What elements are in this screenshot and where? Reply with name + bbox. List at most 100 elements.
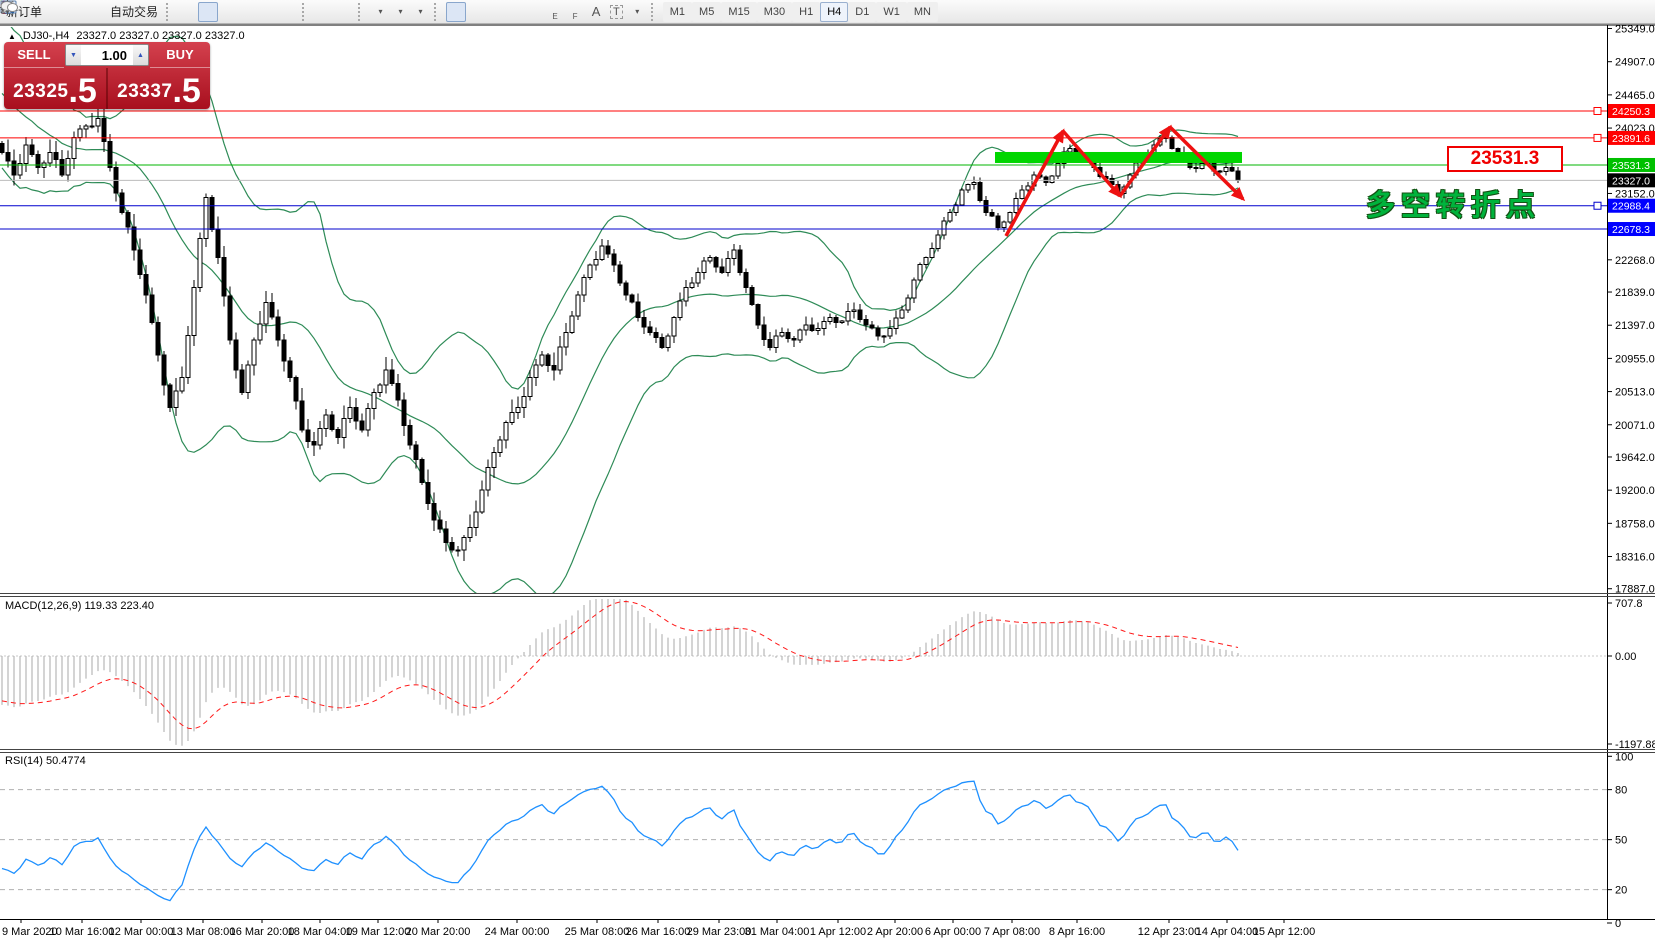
candle-body xyxy=(347,407,353,419)
chart-shift-button[interactable] xyxy=(0,1,354,22)
tab-timeframe-d1[interactable]: D1 xyxy=(848,1,877,22)
candle-body xyxy=(635,301,641,318)
trade-panel-top-row: SELL ▼ 1.00 ▲ BUY xyxy=(4,42,210,68)
candle-body xyxy=(1001,221,1007,228)
candle-body xyxy=(671,316,677,337)
tab-timeframe-h4[interactable]: H4 xyxy=(820,1,849,22)
hline-handle[interactable] xyxy=(1593,107,1602,115)
trend-arrow[interactable] xyxy=(1118,124,1172,198)
price-label-text: 24250.3 xyxy=(1612,106,1650,118)
metaeditor-icon[interactable] xyxy=(0,2,66,22)
buy-button[interactable]: BUY xyxy=(150,42,210,68)
templates-button[interactable]: ▾ xyxy=(0,0,430,22)
candle-body xyxy=(617,264,623,284)
tab-timeframe-m5[interactable]: M5 xyxy=(692,1,722,22)
price-level-annotation[interactable]: 23531.3 xyxy=(1447,146,1563,172)
trend-arrow[interactable] xyxy=(1168,125,1246,202)
terminal-icon[interactable] xyxy=(1,0,86,22)
candle-body xyxy=(869,324,875,329)
candle-body xyxy=(137,249,143,276)
text-tool-button[interactable]: A xyxy=(586,2,606,22)
candle-body xyxy=(677,300,683,318)
price-label-box xyxy=(1608,104,1655,118)
time-axis-label: 6 Apr 00:00 xyxy=(925,926,981,938)
buy-price-button[interactable]: 23337 .5 xyxy=(108,68,210,109)
price-label-text: 22988.4 xyxy=(1612,201,1650,213)
chat-button[interactable] xyxy=(0,1,1647,22)
candle-body xyxy=(323,414,329,430)
trend-arrow[interactable] xyxy=(1061,129,1122,199)
search-button[interactable] xyxy=(1,0,1627,22)
candle-body xyxy=(503,422,509,441)
sell-price-button[interactable]: 23325 .5 xyxy=(4,68,106,109)
candle-body xyxy=(0,142,5,153)
trendline-tool-button[interactable] xyxy=(0,0,546,22)
zoom-out-button[interactable] xyxy=(1,1,278,22)
trade-panel-divider xyxy=(106,68,108,109)
candle-body xyxy=(521,395,527,409)
candle-body xyxy=(1229,166,1235,172)
volume-input[interactable]: 1.00 xyxy=(81,45,133,65)
candle-body xyxy=(659,336,665,349)
candle-body xyxy=(167,384,173,409)
sell-button[interactable]: SELL xyxy=(4,42,64,68)
tab-timeframe-mn[interactable]: MN xyxy=(906,1,938,22)
tab-timeframe-w1[interactable]: W1 xyxy=(876,1,907,22)
tab-timeframe-m30[interactable]: M30 xyxy=(756,1,793,22)
zoom-in-button[interactable] xyxy=(1,1,258,22)
hline-handle[interactable] xyxy=(1593,201,1602,210)
arrows-tool-button[interactable]: ▾ xyxy=(0,0,647,22)
text-label-tool-button[interactable]: T xyxy=(606,2,627,22)
bar-chart-button[interactable] xyxy=(1,1,198,22)
candle-body xyxy=(143,274,149,296)
price-tick-label: 21397.0 xyxy=(1615,320,1655,332)
candle-body xyxy=(785,331,791,339)
candle-body xyxy=(83,125,89,130)
signals-icon[interactable] xyxy=(1,0,106,22)
highlight-band[interactable] xyxy=(995,151,1242,163)
autotrading-button[interactable]: 自动交易 xyxy=(0,0,162,22)
candle-body xyxy=(353,407,359,422)
price-tick-label: 24907.0 xyxy=(1615,57,1655,69)
cursor-tool-button[interactable] xyxy=(2,1,467,22)
tab-timeframe-h1[interactable]: H1 xyxy=(792,1,821,22)
candle-body xyxy=(1043,176,1049,183)
channel-sub-label: E xyxy=(552,11,558,21)
candle-body xyxy=(203,196,209,239)
crosshair-tool-button[interactable] xyxy=(0,0,486,22)
periods-button[interactable]: ▾ xyxy=(1,1,410,22)
candle-body xyxy=(821,321,827,330)
volume-down-button[interactable]: ▼ xyxy=(66,45,81,65)
trend-arrow[interactable] xyxy=(1004,128,1065,237)
candle-body xyxy=(71,136,77,159)
tab-timeframe-m15[interactable]: M15 xyxy=(721,1,757,22)
candle-body xyxy=(893,317,899,330)
candle-body xyxy=(1217,170,1223,173)
symbol-period-label: DJ30-,H4 xyxy=(22,30,70,42)
line-chart-button[interactable] xyxy=(0,2,238,22)
candle-body xyxy=(653,331,659,338)
auto-scroll-button[interactable] xyxy=(0,1,334,22)
horizontal-line-tool-button[interactable] xyxy=(1,2,526,22)
candle-body xyxy=(569,315,575,333)
candlestick-button[interactable] xyxy=(1,1,219,22)
candle-body xyxy=(827,316,833,323)
candle-body xyxy=(299,400,305,431)
candle-body xyxy=(1169,136,1175,150)
hline-handle[interactable] xyxy=(1593,133,1602,142)
pivot-note-annotation[interactable]: 多空转折点 xyxy=(1366,190,1542,222)
rsi-tick-label: 0 xyxy=(1615,918,1621,930)
macd-signal-line xyxy=(1,600,1239,730)
channel-tool-button[interactable]: E xyxy=(0,1,566,22)
vertical-line-tool-button[interactable] xyxy=(3,1,506,22)
tile-windows-button[interactable] xyxy=(0,0,298,22)
fibonacci-tool-button[interactable]: F xyxy=(1,1,586,22)
indicators-button[interactable]: ▾ xyxy=(0,1,390,22)
candle-body xyxy=(383,369,389,386)
candle-body xyxy=(1049,175,1055,183)
volume-up-button[interactable]: ▲ xyxy=(133,45,148,65)
candle-body xyxy=(725,258,731,273)
tab-timeframe-m1[interactable]: M1 xyxy=(662,1,693,22)
candle-body xyxy=(551,365,557,371)
